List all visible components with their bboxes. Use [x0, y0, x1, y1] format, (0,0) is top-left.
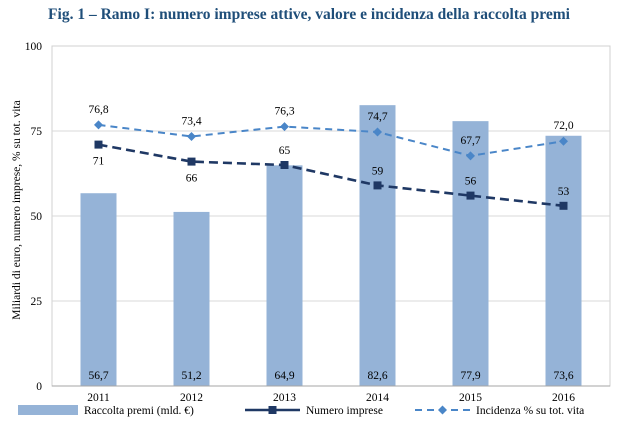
data-point [559, 201, 568, 210]
data-point [373, 127, 382, 137]
bar-data-label: 64,9 [274, 370, 294, 382]
x-tick-label: 2015 [459, 392, 482, 404]
data-point [187, 157, 196, 166]
y-axis: 0 25 50 75 100 [25, 41, 43, 393]
series-line [98, 143, 564, 208]
data-point [94, 140, 103, 149]
series-line [98, 123, 564, 157]
legend-marker [438, 405, 447, 415]
bar-data-label: 77,9 [460, 370, 480, 382]
data-point [373, 181, 382, 190]
data-labels: 56,7 51,2 64,9 82,6 77,9 73,6 71 66 65 59 56 53 76,8… [88, 104, 573, 382]
data-point [187, 131, 196, 141]
y-tick-label: 50 [31, 211, 43, 223]
line-data-label: 76,8 [88, 104, 108, 116]
bar-data-label: 73,6 [553, 370, 573, 382]
line-series [94, 120, 568, 210]
y-tick-label: 100 [25, 41, 43, 53]
bar-series [80, 105, 582, 386]
legend-label: Raccolta premi (mld. €) [84, 405, 194, 417]
line-data-label: 71 [93, 156, 105, 168]
line-data-label: 72,0 [553, 120, 573, 132]
legend-marker [268, 406, 277, 414]
x-tick-label: 2014 [366, 392, 389, 404]
legend: Raccolta premi (mld. €) Numero imprese Inc… [18, 405, 584, 417]
y-tick-label: 75 [31, 126, 43, 138]
bar [80, 193, 117, 386]
line-data-label: 67,7 [460, 135, 480, 147]
line-data-label: 56 [465, 176, 477, 188]
figure-title: Fig. 1 – Ramo I: numero imprese attive, … [48, 6, 570, 23]
gridlines [52, 130, 610, 302]
x-tick-label: 2016 [552, 392, 575, 404]
data-point [466, 151, 475, 161]
bar-data-label: 82,6 [367, 370, 387, 382]
legend-label: Incidenza % su tot. vita [476, 405, 584, 417]
data-point [466, 191, 475, 200]
line-data-label: 66 [186, 173, 198, 185]
bar-data-label: 51,2 [181, 370, 201, 382]
line-data-label: 73,4 [181, 115, 201, 127]
line-data-label: 65 [279, 145, 291, 157]
x-axis: 2011 2012 2013 2014 2015 2016 [52, 385, 610, 404]
x-tick-label: 2013 [273, 392, 296, 404]
data-point [559, 136, 568, 146]
data-point [280, 161, 289, 169]
x-tick-label: 2012 [180, 392, 203, 404]
y-tick-label: 0 [36, 381, 42, 393]
line-data-label: 59 [372, 165, 384, 177]
bar [545, 135, 582, 386]
x-tick-label: 2011 [87, 392, 110, 404]
y-tick-label: 25 [31, 296, 43, 308]
legend-label: Numero imprese [306, 405, 383, 417]
bar [266, 165, 303, 386]
data-point [280, 122, 289, 132]
bar-data-label: 56,7 [88, 370, 108, 382]
bar [359, 105, 396, 386]
bar [452, 121, 489, 386]
line-data-label: 76,3 [274, 106, 294, 118]
line-data-label: 74,7 [367, 111, 387, 123]
data-point [94, 120, 103, 130]
line-data-label: 53 [558, 186, 570, 198]
legend-swatch [18, 405, 78, 415]
bar [173, 211, 210, 386]
y-axis-label: Miliardi di euro, numero imprese, % su t… [11, 100, 23, 319]
